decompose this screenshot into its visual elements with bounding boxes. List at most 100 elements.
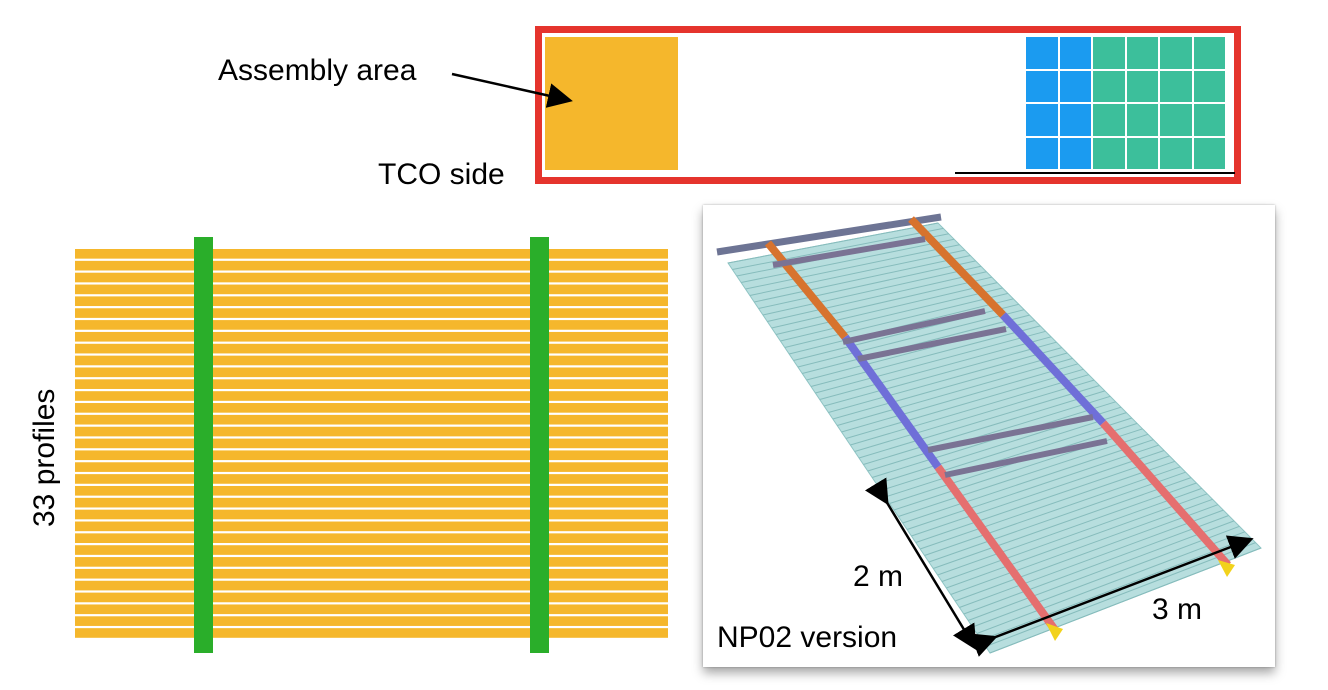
module-cell-green	[1193, 137, 1225, 169]
deck-profile	[745, 244, 960, 290]
module-cell-blue	[1026, 137, 1058, 169]
profile-line	[75, 497, 668, 508]
profile-line	[75, 403, 668, 413]
profiles-label: 33 profiles	[28, 388, 61, 527]
module-cell-blue	[1059, 37, 1091, 69]
assembly-area-label: Assembly area	[218, 54, 417, 87]
deck-profile	[797, 309, 1025, 368]
cross-beam-4	[927, 414, 1094, 453]
deck-profile	[867, 395, 1111, 472]
module-cell-blue	[1026, 104, 1058, 136]
deck-profile	[780, 287, 1003, 342]
module-cell-green	[1160, 104, 1192, 136]
profile-line	[75, 545, 668, 555]
module-cell-green	[1093, 104, 1125, 136]
profile-line	[75, 557, 668, 567]
dim-3m-label: 3 m	[1152, 593, 1203, 626]
profile-line	[75, 272, 668, 283]
profile-line	[75, 331, 668, 342]
module-cell-green	[1093, 70, 1125, 102]
module-cell-green	[1160, 137, 1192, 169]
frame-render-photo: 2 m 3 m NP02 version	[703, 205, 1275, 667]
profile-line	[75, 343, 668, 354]
deck-profile	[845, 368, 1084, 439]
profile-line	[75, 284, 668, 295]
profile-line	[75, 533, 668, 544]
deck-profile	[863, 390, 1106, 465]
module-cell-green	[1193, 104, 1225, 136]
cross-bar-left	[194, 237, 213, 653]
deck-profile	[819, 336, 1052, 400]
side-rail-right-blue	[1000, 312, 1106, 426]
profile-line	[75, 414, 668, 425]
deck-profile	[841, 363, 1079, 433]
cross-beam-3	[857, 326, 1007, 362]
frame-render	[716, 213, 1262, 657]
module-cell-blue	[1026, 70, 1058, 102]
deck-profile	[784, 292, 1009, 348]
deck-profile	[850, 374, 1089, 446]
profile-line	[75, 592, 668, 603]
cross-beam-1	[772, 236, 926, 268]
foot-right	[1218, 560, 1235, 577]
deck-profile	[775, 282, 998, 335]
deck-profile	[771, 276, 992, 329]
profile-line	[75, 580, 668, 591]
profile-line	[75, 367, 668, 378]
cross-beam-2	[842, 308, 986, 345]
profile-line	[75, 391, 668, 401]
deck-profile	[767, 271, 987, 322]
module-cell-green	[1160, 70, 1192, 102]
module-cell-blue	[1059, 104, 1091, 136]
deck-profile	[854, 379, 1095, 452]
cross-beam-5	[944, 438, 1108, 478]
deck-profile	[823, 341, 1057, 407]
profile-line	[75, 509, 668, 520]
module-cell-green	[1126, 137, 1158, 169]
top-rail	[716, 213, 942, 256]
side-rail-left-orange	[764, 240, 849, 340]
module-cell-green	[1193, 37, 1225, 69]
profile-line	[75, 462, 668, 472]
deck-profile	[758, 260, 976, 309]
dim-arrow-2m	[864, 477, 977, 651]
profile-line	[75, 438, 668, 449]
profile-line	[75, 260, 668, 271]
profile-line	[75, 628, 668, 638]
module-cell-green	[1126, 37, 1158, 69]
module-cell-green	[1093, 137, 1125, 169]
dim-arrow-3m	[969, 535, 1254, 657]
deck-profile	[762, 265, 982, 316]
deck-profile	[749, 249, 966, 296]
deck-profile	[832, 352, 1068, 420]
tco-side-label: TCO side	[378, 158, 505, 191]
profile-line	[75, 355, 668, 366]
deck-profile	[732, 227, 944, 270]
deck-profile	[828, 347, 1062, 413]
deck-profile	[727, 222, 939, 264]
side-rail-right-orange	[908, 216, 1006, 318]
profile-line	[75, 426, 668, 437]
deck-profile	[815, 330, 1046, 394]
profile-line	[75, 568, 668, 579]
deck-profile	[837, 357, 1073, 426]
profile-line	[75, 521, 668, 532]
profile-line	[75, 485, 668, 496]
profile-line	[75, 616, 668, 626]
cross-bar-right	[530, 237, 549, 653]
profile-lines	[75, 249, 668, 638]
module-cell-green	[1093, 37, 1125, 69]
version-label: NP02 version	[717, 621, 898, 654]
profile-line	[75, 296, 668, 307]
deck-profile	[810, 325, 1041, 387]
profile-diagram	[75, 237, 668, 653]
layout-bottom-line	[955, 172, 1235, 174]
profile-line	[75, 320, 668, 330]
deck-profile	[858, 385, 1100, 459]
profile-line	[75, 604, 668, 615]
profile-line	[75, 450, 668, 461]
module-cell-green	[1160, 37, 1192, 69]
module-cell-green	[1126, 70, 1158, 102]
module-cell-blue	[1026, 37, 1058, 69]
profile-line	[75, 249, 668, 259]
